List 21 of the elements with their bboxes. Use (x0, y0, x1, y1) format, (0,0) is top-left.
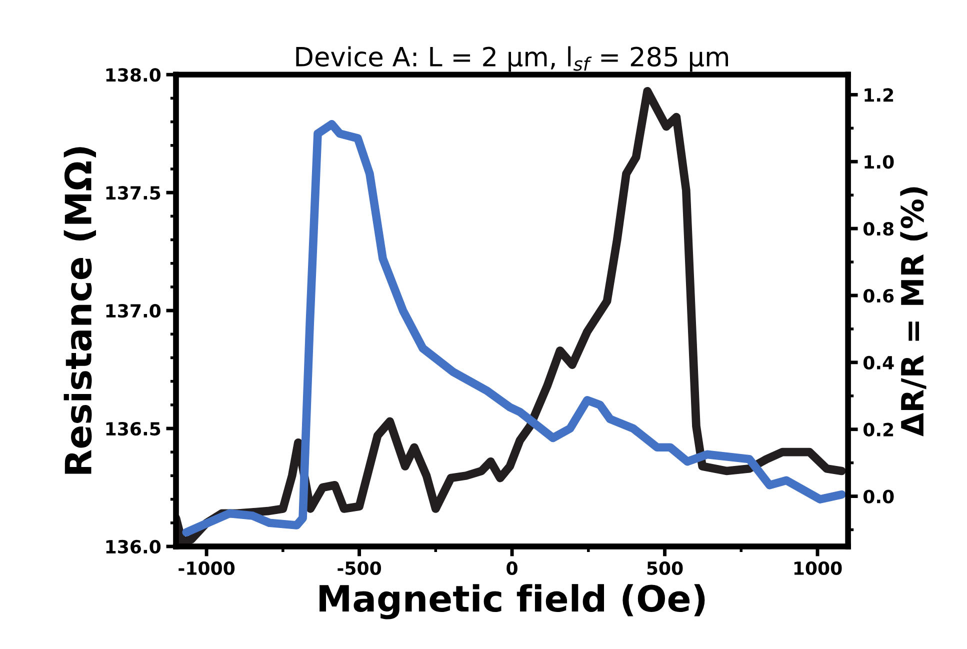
y2-axis-title: ΔR/R = MR (%) (900, 187, 928, 436)
y2-tick-label: 0.2 (864, 422, 894, 436)
y-tick-label: 137.0 (106, 304, 161, 318)
y2-tick-label: 1.2 (864, 88, 894, 102)
y2-tick-label: 0.6 (864, 288, 894, 303)
chart-title: Device A: L = 2 µm, l$_{sf}$ = 285 µm (296, 46, 728, 72)
y2-tick-label: 0.0 (864, 490, 894, 504)
y2-tick-label: 1.0 (864, 155, 894, 169)
y2-tick-label: 0.8 (864, 222, 894, 236)
y-tick-label: 138.0 (106, 68, 161, 82)
y-tick-label: 136.5 (106, 422, 160, 436)
x-tick-label: 500 (647, 561, 683, 576)
y-axis-title: Resistance (MΩ) (64, 147, 96, 474)
x-tick-label: -1000 (178, 561, 235, 576)
x-axis-title: Magnetic field (Oe) (320, 584, 705, 620)
y2-tick-label: 0.4 (864, 356, 894, 370)
x-tick-label: 0 (506, 561, 518, 576)
x-tick-label: 1000 (794, 561, 842, 576)
y-tick-label: 136.0 (106, 540, 161, 554)
y-tick-label: 137.5 (106, 186, 160, 200)
x-tick-label: -500 (338, 561, 382, 576)
